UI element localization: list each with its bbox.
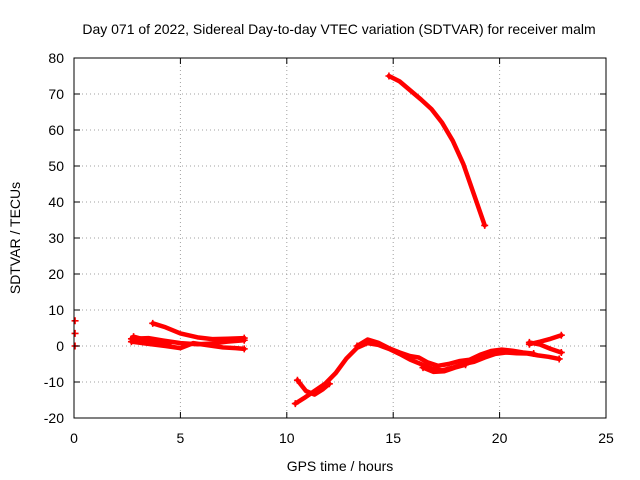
data-point — [71, 317, 79, 325]
x-tick-label: 20 — [492, 430, 508, 446]
axis-ticks: 0 5 10 15 20 25 -20 -10 0 10 20 30 40 50 60 70 80 — [44, 50, 614, 446]
y-tick-label: 80 — [48, 50, 64, 66]
y-tick-label: -20 — [44, 410, 64, 426]
data-point — [291, 400, 299, 408]
series-line — [295, 377, 332, 397]
data-point — [557, 331, 565, 339]
series-track-f-upper — [353, 337, 538, 369]
y-tick-label: 0 — [56, 338, 64, 354]
data-point — [325, 380, 333, 388]
y-tick-label: 70 — [48, 86, 64, 102]
data-point — [385, 72, 393, 80]
y-tick-label: 20 — [48, 266, 64, 282]
data-point — [71, 329, 79, 337]
series-track-k-steep — [385, 72, 489, 229]
data-point — [557, 348, 565, 356]
x-axis-title: GPS time / hours — [287, 458, 394, 474]
data-point — [419, 364, 427, 372]
series-line — [386, 73, 487, 228]
data-point — [530, 350, 538, 358]
y-axis-title: SDTVAR / TECUs — [7, 182, 23, 294]
y-tick-label: 10 — [48, 302, 64, 318]
y-tick-label: 60 — [48, 122, 64, 138]
series-line — [420, 362, 468, 375]
data-point — [240, 336, 248, 344]
data-point — [127, 338, 135, 346]
series-track-j-tail — [525, 331, 565, 348]
series-track-h-early — [293, 376, 333, 397]
series-line — [354, 337, 536, 369]
series-line — [131, 334, 173, 346]
data-series — [71, 72, 565, 408]
chart-title: Day 071 of 2022, Sidereal Day-to-day VTE… — [82, 21, 595, 37]
data-point — [130, 333, 138, 341]
x-tick-label: 0 — [70, 430, 78, 446]
x-tick-label: 25 — [598, 430, 614, 446]
data-point — [525, 340, 533, 348]
series-track-c — [127, 338, 248, 353]
series-track-g-lower — [419, 361, 470, 375]
data-point — [555, 355, 563, 363]
series-track-d-short — [130, 333, 174, 347]
series-line — [150, 321, 247, 342]
data-point — [481, 221, 489, 229]
data-point — [240, 345, 248, 353]
y-tick-label: 30 — [48, 230, 64, 246]
data-point — [149, 319, 157, 327]
y-tick-label: -10 — [44, 374, 64, 390]
data-point — [462, 361, 470, 369]
data-point — [293, 376, 301, 384]
y-tick-label: 40 — [48, 194, 64, 210]
x-tick-label: 15 — [385, 430, 401, 446]
x-tick-label: 10 — [279, 430, 295, 446]
series-isolated-points — [71, 317, 79, 350]
series-line — [129, 339, 247, 352]
y-tick-label: 50 — [48, 158, 64, 174]
x-tick-label: 5 — [177, 430, 185, 446]
series-track-a-upper — [149, 319, 248, 342]
data-point — [353, 342, 361, 350]
series-line — [527, 332, 564, 347]
data-point — [166, 339, 174, 347]
